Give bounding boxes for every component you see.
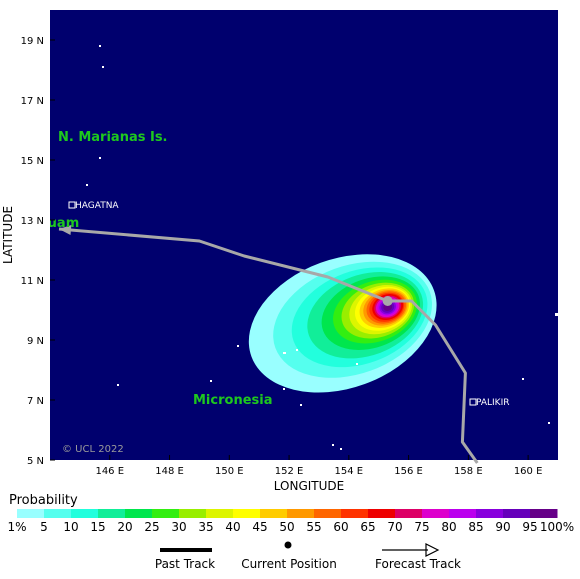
scale-label: 50 [279,520,294,534]
probability-scale-labels: 1% 5 10 15 20 25 30 35 40 45 50 55 60 65 70 75 80 85 90 95 1… [7,520,574,534]
scale-label: 15 [90,520,105,534]
scale-swatch [530,509,558,518]
y-tick-label: 11 N [21,276,44,287]
y-tick-label: 7 N [27,396,44,407]
scale-swatch [152,509,180,518]
x-tick-label: 158 E [454,466,483,477]
scale-label: 90 [495,520,510,534]
scale-label: 45 [252,520,267,534]
city-palikir: PALIKIR [469,398,510,408]
scale-swatch [233,509,261,518]
scale-label: 55 [306,520,321,534]
legend-forecast-track: Forecast Track [375,543,461,571]
scale-swatch [179,509,207,518]
current-position-marker [382,296,393,306]
scale-label: 35 [198,520,213,534]
x-axis-label: LONGITUDE [274,479,344,493]
scale-label: 10 [63,520,78,534]
scale-label: 100% [540,520,574,534]
scale-swatch [395,509,423,518]
y-tick-label: 15 N [21,156,44,167]
x-tick-label: 150 E [215,466,244,477]
x-tick-label: 148 E [155,466,184,477]
legend-title: Probability [9,493,78,508]
scale-swatch [287,509,315,518]
legend-past-track-label: Past Track [155,557,215,571]
y-axis-ticks: 5 N 7 N 9 N 11 N 13 N 15 N 17 N 19 N [21,36,55,467]
region-label-guam: Guam [37,216,79,231]
scale-swatch [341,509,369,518]
city-marker-icon [68,201,76,209]
scale-label: 1% [7,520,26,534]
scale-label: 20 [117,520,132,534]
scale-label: 5 [40,520,48,534]
strike-probability-field [248,254,437,393]
scale-swatch [125,509,153,518]
y-tick-label: 17 N [21,96,44,107]
legend-current-position: Current Position [241,541,337,571]
scale-label: 85 [468,520,483,534]
arrow-right-icon [425,543,440,557]
region-label-marianas: N. Marianas Is. [58,130,168,145]
x-tick-label: 152 E [275,466,304,477]
current-position-swatch [284,541,292,549]
scale-swatch [503,509,531,518]
region-label-micronesia: Micronesia [193,393,272,408]
scale-label: 40 [225,520,240,534]
scale-label: 60 [333,520,348,534]
city-label-hagatna: HAGATNA [75,201,119,211]
scale-swatch [71,509,99,518]
legend-past-track: Past Track [155,548,215,571]
scale-label: 70 [387,520,402,534]
x-tick-label: 146 E [95,466,124,477]
city-marker-icon [469,398,477,406]
scale-swatch [476,509,504,518]
y-axis-label: LATITUDE [1,206,15,264]
y-tick-label: 19 N [21,36,44,47]
scale-label: 30 [171,520,186,534]
scale-swatch [98,509,126,518]
scale-swatch [368,509,396,518]
scale-swatch [44,509,72,518]
island-specks [86,45,558,450]
scale-label: 75 [414,520,429,534]
legend-forecast-track-label: Forecast Track [375,557,461,571]
city-label-palikir: PALIKIR [476,398,510,408]
scale-label: 25 [144,520,159,534]
y-tick-label: 5 N [27,456,44,467]
past-track-line [387,299,479,464]
scale-label: 65 [360,520,375,534]
x-tick-label: 156 E [394,466,423,477]
y-tick-label: 13 N [21,216,44,227]
copyright-text: © UCL 2022 [62,444,124,455]
x-tick-label: 154 E [335,466,364,477]
scale-swatch [17,509,45,518]
forecast-track-line [58,227,389,303]
city-hagatna: HAGATNA [68,201,119,211]
x-axis-ticks: 146 E 148 E 150 E 152 E 154 E 156 E 158 E 160 E [95,455,542,477]
scale-label: 95 [522,520,537,534]
scale-swatch [314,509,342,518]
y-tick-label: 9 N [27,336,44,347]
scale-swatch [260,509,288,518]
scale-swatch [449,509,477,518]
scale-label: 80 [441,520,456,534]
scale-swatch [206,509,234,518]
scale-swatch [422,509,450,518]
probability-color-scale [17,509,558,518]
legend-current-position-label: Current Position [241,557,337,571]
x-tick-label: 160 E [514,466,543,477]
forecast-arrowhead-icon [58,225,72,236]
